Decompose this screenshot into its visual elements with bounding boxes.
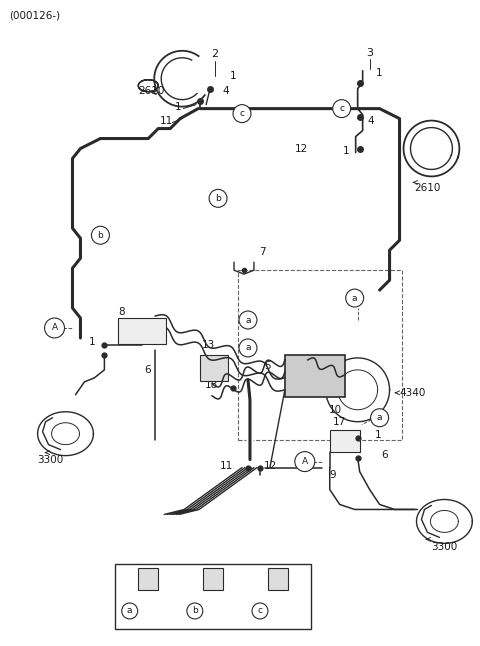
Text: 2610: 2610 [138,86,165,96]
Circle shape [45,318,64,338]
Circle shape [209,189,227,207]
Text: 1: 1 [175,101,182,112]
Text: b: b [97,231,103,240]
Bar [119,318,166,344]
Bar [115,565,311,629]
Text: 7: 7 [259,247,265,257]
Text: 1: 1 [89,337,96,347]
Text: (000126-): (000126-) [9,11,60,21]
Circle shape [252,603,268,619]
Circle shape [233,105,251,123]
Text: a: a [352,293,358,302]
Bar [203,568,223,590]
Circle shape [239,311,257,329]
Circle shape [239,339,257,357]
Text: 5: 5 [264,361,271,371]
Bar [238,270,402,440]
Text: a: a [245,344,251,353]
Bar [285,355,345,397]
Text: 3300: 3300 [37,455,64,464]
Text: a: a [127,607,132,616]
Text: 4340: 4340 [399,388,426,398]
Text: 10: 10 [329,405,342,415]
Text: 11: 11 [220,461,233,470]
Text: b: b [215,194,221,203]
Text: b: b [192,607,198,616]
Text: c: c [240,109,244,118]
Circle shape [371,409,389,427]
Bar [138,568,158,590]
Text: 15: 15 [212,606,225,616]
Text: A: A [302,457,308,466]
Bar [268,568,288,590]
Text: 18: 18 [205,380,218,390]
Text: 6: 6 [382,450,388,459]
Text: 9: 9 [330,470,336,479]
Circle shape [346,289,364,307]
Text: c: c [257,607,263,616]
Text: 1: 1 [230,70,237,81]
Text: 4: 4 [368,116,374,125]
Bar [330,430,360,452]
Text: 3: 3 [366,48,373,57]
Text: a: a [245,315,251,324]
Text: 1: 1 [376,68,382,78]
Text: 11: 11 [160,116,173,125]
Text: 1: 1 [343,145,350,156]
Bar [200,355,228,381]
Circle shape [187,603,203,619]
Text: 2: 2 [212,49,218,59]
Text: 4: 4 [222,86,228,96]
Text: a: a [377,413,383,422]
Text: 6: 6 [144,365,151,375]
Text: c: c [339,104,344,113]
Text: 12: 12 [264,461,277,470]
Text: 14: 14 [146,606,160,616]
Text: 16: 16 [277,606,290,616]
Text: 17: 17 [124,323,137,333]
Circle shape [122,603,138,619]
Circle shape [333,99,351,118]
Circle shape [295,452,315,472]
Text: 8: 8 [119,307,125,317]
Text: 12: 12 [295,143,308,154]
Circle shape [91,226,109,244]
Text: 2610: 2610 [415,183,441,193]
Text: 13: 13 [202,340,216,350]
Text: A: A [51,324,58,333]
Text: 17: 17 [333,417,346,427]
Text: 1: 1 [374,430,381,440]
Text: 3300: 3300 [432,543,458,552]
